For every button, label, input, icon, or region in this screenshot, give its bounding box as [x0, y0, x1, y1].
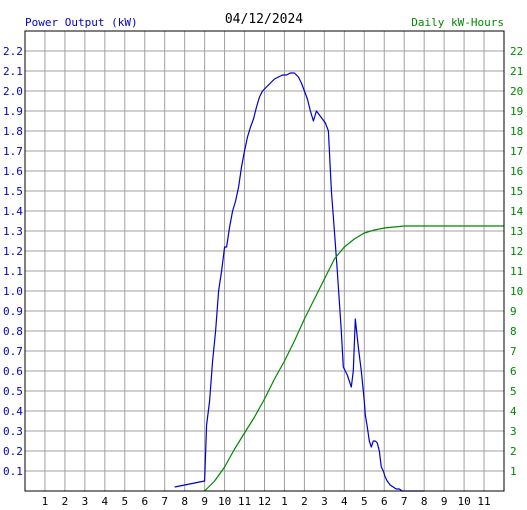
- grid-lines: [25, 31, 504, 491]
- y-right-tick-label: 11: [510, 265, 523, 278]
- y-right-tick-label: 16: [510, 165, 523, 178]
- y-left-tick-label: 1.1: [3, 265, 23, 278]
- y-right-tick-label: 9: [510, 305, 517, 318]
- y-right-tick-label: 8: [510, 325, 517, 338]
- y-left-tick-label: 1.8: [3, 125, 23, 138]
- x-tick-label: 7: [401, 495, 408, 508]
- x-tick-label: 10: [457, 495, 470, 508]
- y-left-tick-label: 0.9: [3, 305, 23, 318]
- y-right-tick-label: 17: [510, 145, 523, 158]
- power-output-line: [174, 72, 425, 492]
- plot-frame: [24, 30, 505, 492]
- y-left-tick-label: 1.9: [3, 105, 23, 118]
- y-right-tick-label: 3: [510, 425, 517, 438]
- x-tick-label: 12: [258, 495, 271, 508]
- y-right-tick-label: 15: [510, 185, 523, 198]
- y-right-tick-label: 1: [510, 465, 517, 478]
- y-left-tick-label: 1.0: [3, 285, 23, 298]
- y-left-tick-label: 0.2: [3, 445, 23, 458]
- x-tick-label: 4: [341, 495, 348, 508]
- y-left-tick-label: 1.2: [3, 245, 23, 258]
- x-tick-label: 2: [301, 495, 308, 508]
- y-right-tick-label: 20: [510, 85, 523, 98]
- y-left-tick-label: 0.1: [3, 465, 23, 478]
- y-right-tick-label: 13: [510, 225, 523, 238]
- y-right-tick-label: 19: [510, 105, 523, 118]
- y-left-tick-label: 0.6: [3, 365, 23, 378]
- x-tick-label: 7: [161, 495, 168, 508]
- y-left-tick-label: 1.5: [3, 185, 23, 198]
- series-lines: [174, 72, 504, 492]
- y-left-tick-label: 0.7: [3, 345, 23, 358]
- x-tick-label: 5: [121, 495, 128, 508]
- x-tick-label: 5: [361, 495, 368, 508]
- y-left-tick-label: 1.6: [3, 165, 23, 178]
- daily-kwh-line: [204, 225, 504, 492]
- y-left-tick-label: 2.1: [3, 65, 23, 78]
- y-right-tick-label: 12: [510, 245, 523, 258]
- y-left-tick-label: 1.3: [3, 225, 23, 238]
- x-tick-label: 6: [381, 495, 388, 508]
- right-axis-label: Daily kW-Hours: [411, 16, 504, 29]
- y-left-tick-label: 2.2: [3, 45, 23, 58]
- y-right-tick-label: 7: [510, 345, 517, 358]
- y-left-tick-label: 2.0: [3, 85, 23, 98]
- x-tick-label: 9: [441, 495, 448, 508]
- x-tick-label: 1: [281, 495, 288, 508]
- y-right-tick-label: 14: [510, 205, 524, 218]
- y-right-tick-label: 2: [510, 445, 517, 458]
- x-tick-label: 9: [201, 495, 208, 508]
- axis-tick-labels: 1 2 3 4 5 6 7 8 9 10 11 12 1 2 3 4 5 6 7 8 9 10 110.10.20.30.4…: [3, 45, 524, 508]
- y-left-tick-label: 0.5: [3, 385, 23, 398]
- x-tick-label: 6: [141, 495, 148, 508]
- x-tick-label: 1: [42, 495, 49, 508]
- x-tick-label: 3: [321, 495, 328, 508]
- y-right-tick-label: 5: [510, 385, 517, 398]
- y-left-tick-label: 1.4: [3, 205, 23, 218]
- x-tick-label: 4: [102, 495, 109, 508]
- y-left-tick-label: 1.7: [3, 145, 23, 158]
- y-left-tick-label: 0.4: [3, 405, 23, 418]
- y-right-tick-label: 18: [510, 125, 523, 138]
- chart-title: 04/12/2024: [225, 12, 303, 27]
- x-tick-label: 8: [181, 495, 188, 508]
- y-right-tick-label: 4: [510, 405, 517, 418]
- y-right-tick-label: 22: [510, 45, 523, 58]
- y-right-tick-label: 21: [510, 65, 523, 78]
- x-tick-label: 2: [62, 495, 69, 508]
- x-tick-label: 3: [82, 495, 89, 508]
- x-tick-label: 8: [421, 495, 428, 508]
- y-left-tick-label: 0.3: [3, 425, 23, 438]
- left-axis-label: Power Output (kW): [25, 16, 138, 29]
- x-tick-label: 10: [218, 495, 231, 508]
- x-tick-label: 11: [477, 495, 490, 508]
- x-tick-label: 11: [238, 495, 251, 508]
- y-left-tick-label: 0.8: [3, 325, 23, 338]
- y-right-tick-label: 6: [510, 365, 517, 378]
- y-right-tick-label: 10: [510, 285, 523, 298]
